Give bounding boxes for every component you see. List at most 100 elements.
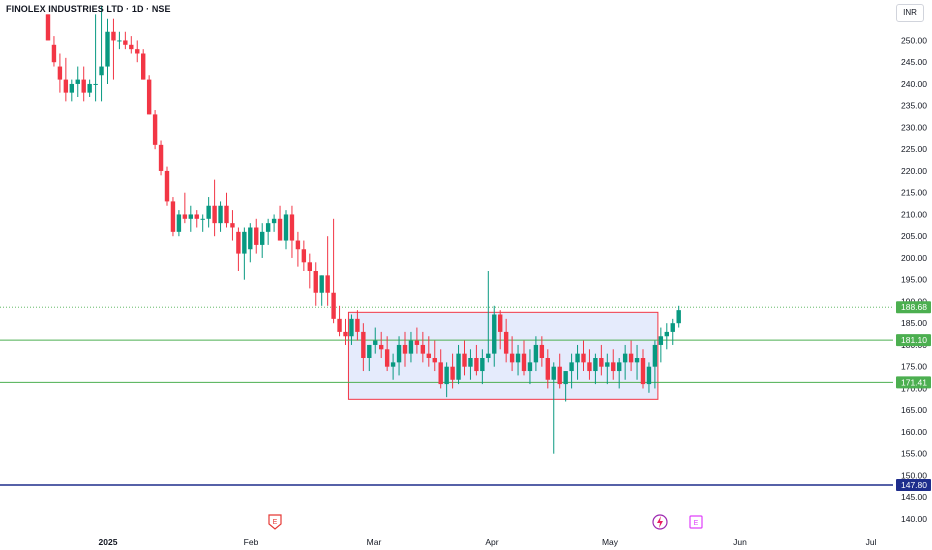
candle: [658, 327, 664, 363]
candle-body: [611, 362, 616, 372]
x-tick-label: Jun: [733, 537, 747, 547]
y-tick-label: 175.00: [901, 362, 927, 372]
candle: [617, 358, 622, 389]
candle-body: [593, 358, 598, 372]
candle-body: [575, 353, 580, 363]
earnings-icon: E: [268, 514, 282, 530]
candle-body: [551, 366, 556, 380]
candle-body: [343, 331, 348, 337]
candle-body: [158, 144, 164, 171]
candle-body: [634, 358, 640, 363]
candle-body: [271, 218, 277, 224]
candle-body: [676, 310, 681, 324]
candle-body: [57, 66, 63, 80]
candle: [301, 240, 307, 271]
candle-body: [628, 353, 634, 363]
candle: [634, 344, 640, 380]
candle-body: [402, 344, 408, 354]
chart-title: FINOLEX INDUSTRIES LTD · 1D · NSE: [6, 4, 171, 14]
candle-body: [670, 323, 675, 332]
candle: [664, 323, 669, 350]
candle-body: [319, 275, 324, 293]
candle: [652, 340, 658, 389]
candle-body: [581, 353, 586, 363]
candle-body: [367, 344, 372, 358]
candle: [438, 349, 443, 389]
candle-body: [432, 358, 437, 363]
x-tick-label: Mar: [367, 537, 382, 547]
candle: [355, 310, 360, 341]
y-tick-label: 225.00: [901, 144, 927, 154]
candle-body: [141, 53, 146, 80]
y-tick-label: 230.00: [901, 122, 927, 132]
candle: [367, 344, 372, 372]
candle: [224, 192, 229, 228]
candle-body: [539, 344, 545, 358]
candle: [152, 110, 158, 150]
y-tick-label: 210.00: [901, 209, 927, 219]
candle-body: [498, 314, 503, 332]
candle-body: [87, 83, 92, 93]
y-tick-label: 215.00: [901, 188, 927, 198]
candle-body: [652, 344, 658, 367]
candle: [396, 336, 402, 376]
candle-body: [81, 79, 86, 93]
currency-button[interactable]: INR: [896, 4, 924, 22]
candle: [313, 262, 318, 306]
candle-body: [117, 40, 122, 42]
y-tick-label: 240.00: [901, 79, 927, 89]
candle: [474, 344, 479, 376]
candle: [135, 40, 140, 63]
price-lines-layer: [0, 306, 893, 486]
y-tick-label: 185.00: [901, 318, 927, 328]
candle-body: [390, 362, 396, 367]
candle-body: [373, 340, 378, 345]
y-tick-label: 170.00: [901, 383, 927, 393]
candle: [349, 314, 354, 345]
candle-body: [617, 362, 622, 372]
candle: [581, 340, 586, 372]
candle-body: [640, 358, 646, 385]
candle-body: [527, 362, 533, 372]
candle-body: [462, 353, 467, 367]
candle: [557, 353, 562, 389]
candle-body: [218, 205, 223, 224]
candle: [676, 305, 681, 328]
price-label: 181.10: [901, 335, 927, 345]
candle-body: [658, 336, 664, 345]
candle-body: [283, 214, 289, 241]
candle-body: [105, 31, 110, 67]
candle: [289, 205, 295, 258]
candle: [670, 318, 675, 345]
candle: [646, 362, 652, 393]
candle: [468, 349, 473, 380]
candle: [426, 336, 431, 367]
candle: [390, 353, 396, 380]
y-tick-label: 160.00: [901, 427, 927, 437]
candle: [206, 197, 211, 228]
range-box: [347, 311, 659, 400]
candle: [462, 340, 467, 376]
candle-body: [63, 79, 69, 93]
candle-body: [557, 366, 562, 385]
candle-body: [492, 314, 497, 354]
candle-body: [182, 214, 188, 219]
candle-body: [480, 358, 485, 372]
price-label: 147.80: [901, 480, 927, 490]
y-tick-label: 235.00: [901, 101, 927, 111]
candle: [57, 53, 63, 93]
candle: [492, 305, 497, 367]
y-tick-label: 145.00: [901, 492, 927, 502]
candle: [605, 353, 610, 385]
candle-body: [420, 344, 426, 354]
candle: [164, 166, 170, 206]
candle: [343, 318, 348, 345]
candle: [283, 210, 289, 250]
candle: [408, 331, 414, 363]
candle: [599, 344, 604, 376]
candle: [444, 362, 449, 398]
candle: [182, 192, 188, 224]
candle: [450, 353, 455, 389]
candle-body: [248, 227, 253, 250]
